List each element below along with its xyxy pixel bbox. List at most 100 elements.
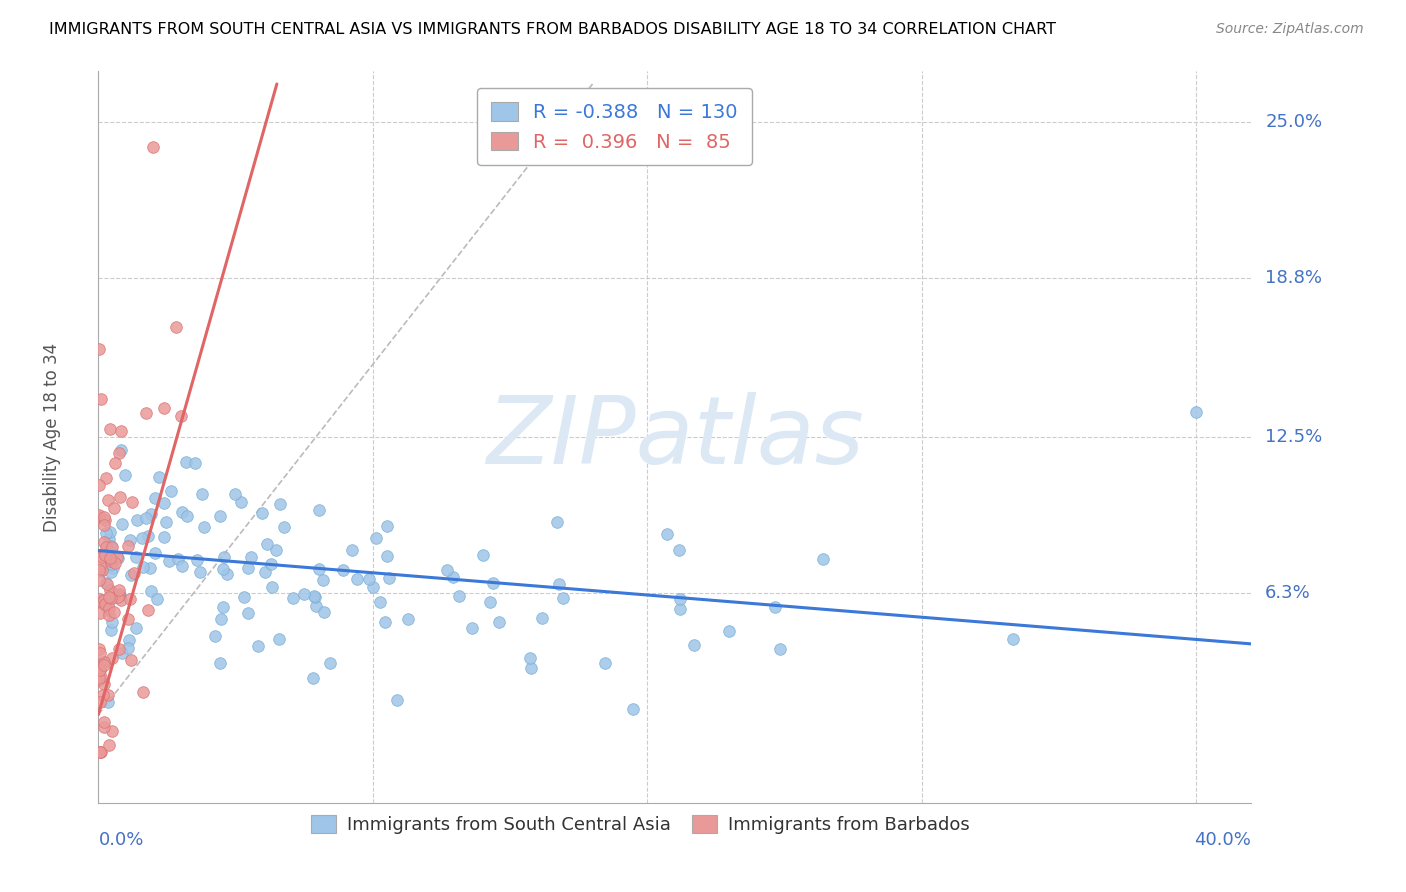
Point: [91, 595, 114, 609]
Point: [117, 612, 139, 626]
Point: [236, 561, 259, 575]
Point: [668, 543, 690, 558]
Point: [118, 533, 141, 547]
Point: [103, 591, 125, 606]
Point: [1002, 632, 1025, 647]
Point: [101, 561, 124, 575]
Point: [136, 603, 159, 617]
Point: [98, 583, 121, 598]
Point: [89, 573, 111, 587]
Point: [332, 563, 354, 577]
Point: [188, 566, 211, 580]
Point: [233, 590, 256, 604]
Point: [765, 599, 787, 614]
Point: [621, 702, 644, 716]
Text: Source: ZipAtlas.com: Source: ZipAtlas.com: [1216, 22, 1364, 37]
Point: [103, 500, 125, 515]
Point: [93, 655, 115, 669]
Point: [94, 597, 117, 611]
Point: [396, 612, 419, 626]
Point: [96, 577, 118, 591]
Text: ZIPatlas: ZIPatlas: [486, 392, 863, 483]
Point: [87, 563, 110, 577]
Point: [89, 558, 111, 573]
Point: [374, 615, 396, 629]
Point: [170, 409, 193, 424]
Point: [125, 550, 148, 565]
Point: [131, 559, 153, 574]
Point: [100, 557, 122, 571]
Point: [101, 615, 124, 629]
Point: [683, 638, 706, 652]
Point: [87, 673, 110, 687]
Point: [318, 656, 340, 670]
Point: [520, 661, 543, 675]
Point: [90, 392, 112, 407]
Point: [101, 541, 124, 555]
Point: [176, 509, 198, 524]
Point: [87, 477, 110, 491]
Point: [361, 580, 384, 594]
Text: 12.5%: 12.5%: [1265, 428, 1323, 446]
Point: [89, 671, 111, 685]
Point: [110, 593, 132, 607]
Point: [90, 745, 112, 759]
Point: [551, 591, 574, 606]
Point: [93, 592, 115, 607]
Point: [94, 540, 117, 554]
Point: [478, 595, 501, 609]
Point: [253, 566, 276, 580]
Point: [211, 599, 233, 614]
Point: [138, 560, 160, 574]
Point: [292, 587, 315, 601]
Point: [191, 487, 214, 501]
Point: [89, 592, 111, 607]
Point: [89, 342, 111, 356]
Point: [461, 621, 484, 635]
Point: [93, 593, 115, 607]
Point: [312, 573, 335, 587]
Point: [142, 140, 165, 154]
Point: [250, 506, 273, 520]
Point: [87, 508, 110, 522]
Point: [262, 580, 284, 594]
Point: [186, 553, 208, 567]
Point: [472, 549, 495, 563]
Point: [519, 650, 541, 665]
Point: [184, 456, 207, 470]
Point: [346, 573, 368, 587]
Point: [89, 509, 111, 524]
Point: [104, 456, 127, 470]
Point: [240, 550, 263, 565]
Point: [141, 584, 163, 599]
Point: [100, 724, 122, 739]
Point: [87, 642, 110, 657]
Point: [101, 651, 124, 665]
Point: [93, 657, 115, 672]
Point: [89, 745, 111, 759]
Point: [97, 600, 120, 615]
Point: [157, 554, 180, 568]
Legend: Immigrants from South Central Asia, Immigrants from Barbados: Immigrants from South Central Asia, Immi…: [304, 808, 977, 841]
Point: [1185, 405, 1208, 419]
Point: [107, 641, 129, 656]
Point: [117, 540, 139, 554]
Point: [305, 599, 328, 613]
Point: [145, 546, 167, 560]
Point: [170, 505, 193, 519]
Point: [375, 549, 398, 564]
Point: [342, 542, 364, 557]
Point: [145, 591, 167, 606]
Point: [124, 620, 146, 634]
Point: [97, 695, 120, 709]
Point: [312, 606, 335, 620]
Point: [94, 513, 117, 527]
Point: [98, 525, 121, 540]
Point: [304, 590, 326, 604]
Point: [148, 469, 170, 483]
Point: [209, 612, 232, 626]
Point: [357, 572, 380, 586]
Point: [212, 549, 235, 564]
Point: [105, 549, 128, 564]
Point: [436, 563, 458, 577]
